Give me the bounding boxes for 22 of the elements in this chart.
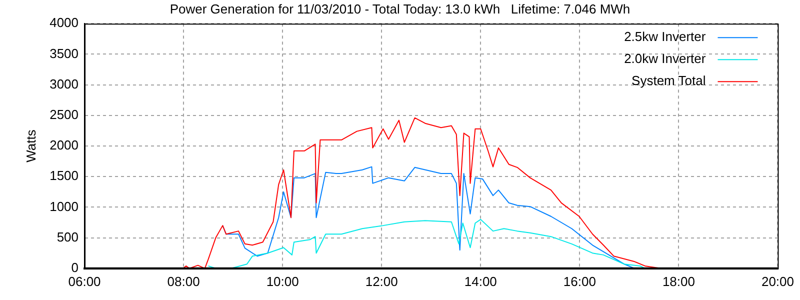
legend-label: 2.5kw Inverter <box>624 29 706 44</box>
legend-label: System Total <box>632 73 706 88</box>
legend-label: 2.0kw Inverter <box>624 51 706 66</box>
x-tick-label: 06:00 <box>68 274 101 289</box>
x-tick-label: 12:00 <box>365 274 398 289</box>
y-tick-label: 2000 <box>50 138 79 153</box>
y-tick-label: 1000 <box>50 198 79 214</box>
x-tick-label: 16:00 <box>563 274 596 289</box>
x-tick-label: 18:00 <box>662 274 695 289</box>
y-tick-label: 1500 <box>50 168 79 184</box>
y-tick-label: 0 <box>71 260 79 275</box>
y-tick-label: 500 <box>56 229 79 244</box>
x-tick-label: 08:00 <box>167 274 200 289</box>
y-tick-label: 3500 <box>50 46 79 61</box>
y-tick-label: 4000 <box>50 15 79 30</box>
chart-title: Power Generation for 11/03/2010 - Total Today: 13.0 kWh Lifetime: 7.046 MWh <box>170 1 630 16</box>
x-tick-label: 14:00 <box>464 274 497 289</box>
x-tick-label: 10:00 <box>266 274 299 289</box>
y-axis-title: Watts <box>23 129 38 162</box>
y-tick-label: 3000 <box>50 76 79 92</box>
y-tick-label: 2500 <box>50 106 79 122</box>
x-tick-label: 20:00 <box>761 274 794 289</box>
